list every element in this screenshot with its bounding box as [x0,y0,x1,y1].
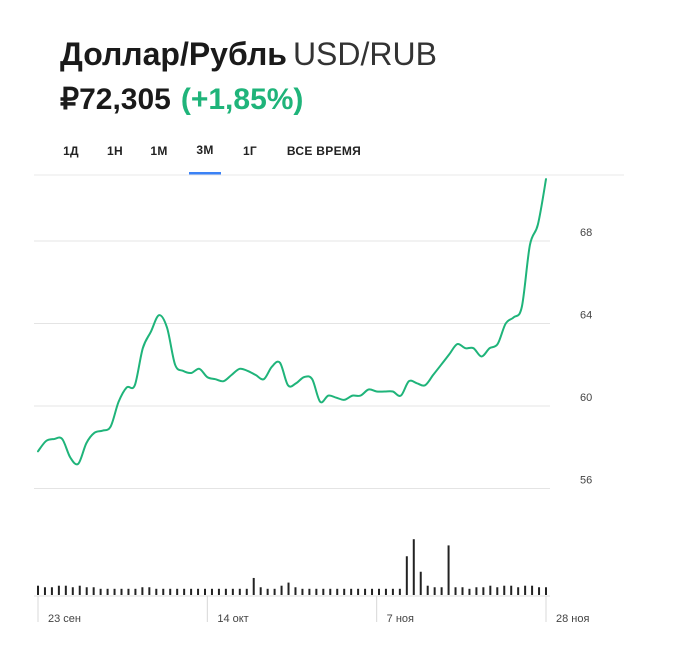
current-price: ₽72,305 [60,83,171,116]
instrument-title: Доллар/Рубль USD/RUB [60,34,437,74]
y-tick-label: 68 [580,227,592,239]
y-tick-label: 56 [580,474,592,486]
price-series-line [37,178,547,466]
axis-layer: 56 60 64 68 23 сен 14 окт 7 ноя 28 ноя [34,227,592,625]
x-tick-label: 14 окт [217,613,248,625]
price-change: (+1,85%) [180,83,304,116]
tab-1m[interactable]: 1М [150,144,168,158]
instrument-ticker: USD/RUB [292,36,437,72]
tab-1w[interactable]: 1Н [107,144,123,158]
instrument-name: Доллар/Рубль [60,36,287,72]
price-line: ₽72,305 (+1,85%) [60,80,437,120]
x-tick-label: 28 ноя [556,613,589,625]
x-tick-label: 23 сен [48,613,81,625]
tab-3m[interactable]: 3М [189,128,221,175]
quote-header: Доллар/Рубль USD/RUB ₽72,305 (+1,85%) [60,34,437,120]
y-tick-label: 64 [580,309,592,321]
y-tick-label: 60 [580,392,592,404]
x-tick-label: 7 ноя [387,613,414,625]
grid-layer [34,174,624,489]
tab-1d[interactable]: 1Д [63,144,79,158]
line-layer [37,178,547,466]
tab-all-time[interactable]: ВСЕ ВРЕМЯ [286,144,362,158]
tab-1y[interactable]: 1Г [242,144,258,158]
volume-layer [37,539,547,595]
